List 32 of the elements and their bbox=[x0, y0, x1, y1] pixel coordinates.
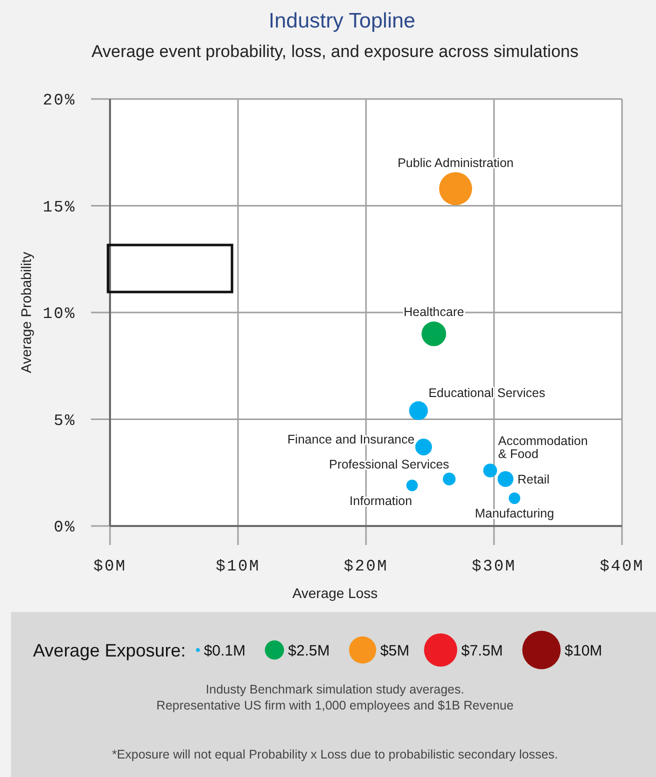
annotation: Accommodation & Food bbox=[498, 434, 588, 461]
x-tick-label: $0M bbox=[93, 558, 127, 576]
legend-label: $0.1M bbox=[204, 642, 246, 660]
legend-label: $2.5M bbox=[288, 642, 330, 660]
y-axis-title: Average Probability bbox=[18, 252, 34, 374]
x-tick-label: $40M bbox=[600, 558, 644, 576]
annotation: Public Administration bbox=[398, 156, 514, 170]
chart-subtitle: Average event probability, loss, and exposure across simulations bbox=[92, 42, 578, 61]
text: Representative US firm with 1,000 employees and $1B Revenue bbox=[156, 698, 514, 712]
y-tick-label: 5% bbox=[54, 412, 76, 430]
annotation: Manufacturing bbox=[474, 506, 554, 521]
y-tick-label: 15% bbox=[42, 198, 76, 216]
annotation: Professional Services bbox=[328, 457, 450, 472]
legend-label: $5M bbox=[380, 642, 410, 660]
text: Industy Benchmark simulation study averages. bbox=[206, 682, 464, 696]
x-tick-label: $20M bbox=[344, 558, 388, 576]
legend-title: Average Exposure: bbox=[33, 640, 186, 660]
y-tick-label: 10% bbox=[42, 305, 76, 324]
x-tick-label: $10M bbox=[216, 558, 260, 576]
y-tick-label: 20% bbox=[42, 92, 76, 110]
annotation: Educational Services bbox=[428, 386, 546, 400]
legend-label: $7.5M bbox=[461, 642, 503, 660]
legend-label: $10M bbox=[564, 642, 602, 660]
x-axis-title: Average Loss bbox=[292, 584, 378, 601]
x-tick-label: $30M bbox=[472, 558, 516, 576]
chart-title: Industry Topline bbox=[268, 9, 416, 32]
y-tick-label: 0% bbox=[54, 518, 76, 537]
annotation: Retail bbox=[518, 472, 550, 486]
annotation: Finance and Insurance bbox=[287, 432, 415, 446]
annotation: Information bbox=[350, 494, 412, 508]
text: *Exposure will not equal Probability x Loss due to probabilistic secondary losses. bbox=[112, 747, 558, 762]
annotation: Healthcare bbox=[404, 305, 464, 320]
